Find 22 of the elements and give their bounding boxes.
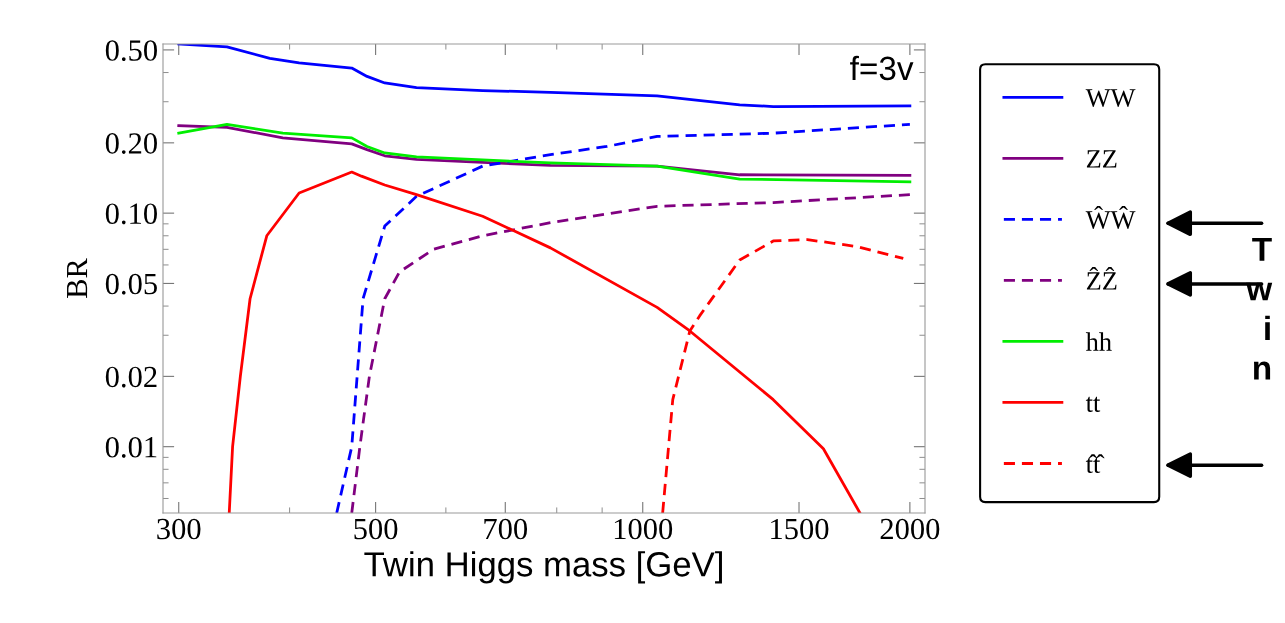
y-tick-label: 0.01: [105, 436, 157, 458]
legend-label: hh: [1085, 332, 1112, 351]
y-tick-label: 0.10: [105, 203, 157, 225]
legend-label: tt: [1085, 396, 1101, 412]
y-tick-label: 0.05: [105, 273, 157, 295]
legend-label: t̂t̂: [1085, 454, 1105, 473]
y-axis-title: BR: [67, 258, 88, 298]
x-tick-label: 1000: [614, 518, 673, 540]
x-tick-label: 1500: [771, 518, 829, 540]
y-tick-label: 0.20: [105, 133, 157, 154]
x-tick-label: 700: [484, 518, 528, 540]
legend-label: ẐẐ: [1086, 267, 1117, 290]
legend-label: ZZ: [1086, 150, 1117, 168]
x-tick-label: 500: [354, 518, 398, 540]
annotation: f=3v: [850, 55, 914, 81]
legend-label: ŴŴ: [1085, 206, 1136, 229]
y-tick-label: 0.02: [105, 366, 157, 388]
x-axis-title: Twin Higgs mass [GeV]: [364, 551, 722, 584]
x-tick-label: 300: [157, 518, 201, 540]
legend-label: WW: [1085, 89, 1136, 107]
x-tick-label: 2000: [880, 518, 940, 540]
y-tick-label: 0.50: [105, 40, 157, 61]
